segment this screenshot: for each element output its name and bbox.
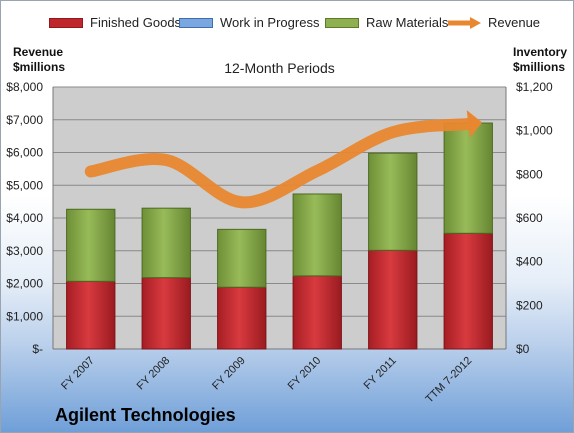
bar-finished-goods [66,280,116,350]
bar-raw-materials [217,228,267,288]
bar-finished-goods [368,249,418,350]
right-axis-title-line1: Inventory [513,45,568,59]
legend-swatch-revenue [448,16,481,29]
bar-raw-materials [66,208,116,282]
right-axis-title: Inventory $millions [513,45,567,75]
x-tick-label: FY 2010 [286,355,324,393]
bar-raw-materials [443,122,493,234]
left-tick-label: $3,000 [6,244,43,258]
chart-title: 12-Month Periods [224,60,335,76]
legend-item-raw-materials: Raw Materials [325,15,448,30]
left-tick-label: $- [32,342,43,356]
right-tick-label: $1,200 [516,80,553,94]
bar-raw-materials [292,193,342,277]
left-axis-title: Revenue $millions [13,45,65,75]
left-tick-label: $2,000 [6,277,43,291]
left-tick-label: $7,000 [6,113,43,127]
revenue-line [84,118,475,209]
bar-finished-goods [443,232,493,350]
legend: Finished Goods Work in Progress Raw Mate… [1,15,573,35]
x-tick-label: FY 2011 [362,355,399,392]
x-tick-label: TTM 7-2012 [424,355,475,406]
right-tick-label: $400 [516,255,543,269]
legend-label-revenue: Revenue [488,15,541,30]
left-tick-label: $4,000 [6,211,43,225]
x-tick-label: FY 2009 [210,355,248,393]
right-tick-label: $1,000 [516,124,553,138]
right-tick-label: $600 [516,211,543,225]
left-axis-title-line2: $millions [13,60,66,74]
bar-finished-goods [141,277,191,350]
legend-item-work-in-progress: Work in Progress [179,15,319,30]
legend-label-raw-materials: Raw Materials [366,15,449,30]
company-name: Agilent Technologies [55,405,236,425]
legend-swatch-raw-materials [325,17,359,28]
legend-swatch-work-in-progress [179,17,213,28]
bar-finished-goods [217,286,267,350]
right-tick-label: $800 [516,167,543,181]
revenue-arrow-head [466,110,483,138]
bar-finished-goods [292,275,342,350]
right-tick-label: $0 [516,342,530,356]
bar-raw-materials [141,207,191,279]
legend-item-revenue: Revenue [447,15,540,30]
right-axis-title-line2: $millions [513,60,566,74]
left-tick-label: $5,000 [6,178,43,192]
legend-label-finished-goods: Finished Goods [90,15,182,30]
bar-raw-materials [368,152,418,251]
left-tick-label: $1,000 [6,309,43,323]
right-tick-label: $200 [516,298,543,312]
x-tick-label: FY 2008 [135,355,173,393]
left-axis-title-line1: Revenue [13,45,64,59]
legend-label-work-in-progress: Work in Progress [220,15,320,30]
left-tick-label: $8,000 [6,80,43,94]
legend-item-finished-goods: Finished Goods [49,15,181,30]
left-tick-label: $6,000 [6,146,43,160]
legend-swatch-finished-goods [49,17,83,28]
x-tick-label: FY 2007 [59,355,97,393]
